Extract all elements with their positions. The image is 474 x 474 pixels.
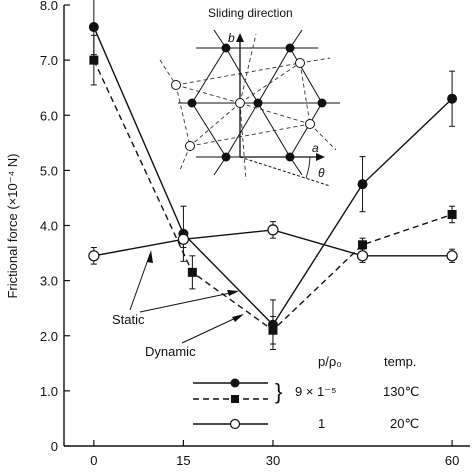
data-point	[447, 209, 457, 219]
y-tick-label: 0	[51, 439, 58, 454]
lattice-inset: Sliding direction	[159, 6, 340, 187]
static-pointer-2-head	[227, 290, 239, 296]
y-tick-label: 4.0	[40, 219, 58, 234]
legend-header-temp: temp.	[384, 354, 417, 369]
data-point	[268, 325, 278, 335]
y-tick-label: 6.0	[40, 108, 58, 123]
series-open-circle	[88, 221, 458, 265]
legend-header-ratio: p/ρ₀	[318, 354, 342, 369]
inset-axis-b-label: b	[228, 31, 235, 45]
x-ticks: 0 15 30 60	[90, 440, 459, 468]
static-pointer-1-head	[147, 250, 153, 263]
y-tick-label: 1.0	[40, 384, 58, 399]
dynamic-pointer-head	[232, 314, 244, 322]
series-filled-square	[89, 34, 457, 345]
legend-marker-filled-square	[231, 395, 239, 403]
legend-marker-open-circle	[229, 418, 241, 430]
y-tick-label: 3.0	[40, 274, 58, 289]
y-ticks: 0 1.0 2.0 3.0 4.0 5.0 6.0 7.0 8.0	[40, 0, 70, 454]
inset-axis-a-label: a	[312, 141, 319, 155]
inset-arrow-a	[316, 153, 325, 161]
static-pointer-1	[129, 253, 151, 311]
inset-angle-label: θ	[318, 166, 325, 180]
legend-brace: }	[275, 379, 282, 404]
legend: p/ρ₀ temp. } 9 × 1⁻⁵ 130℃ 1 20℃	[193, 354, 419, 431]
inset-arrow-b	[236, 33, 244, 42]
legend-row1-ratio: 9 × 1⁻⁵	[295, 384, 337, 399]
annotation-dynamic: Dynamic	[145, 344, 196, 359]
series-line	[93, 26, 453, 326]
legend-marker-filled-circle	[230, 378, 240, 388]
static-pointer-2	[139, 291, 236, 313]
y-tick-label: 2.0	[40, 329, 58, 344]
y-tick-label: 7.0	[40, 53, 58, 68]
annotations: Static Dynamic	[112, 250, 244, 359]
dynamic-pointer	[181, 315, 241, 344]
data-point	[267, 224, 279, 236]
annotation-static: Static	[112, 312, 145, 327]
data-point	[177, 233, 190, 245]
y-tick-label: 5.0	[40, 163, 58, 178]
data-point	[357, 179, 368, 190]
series-layer	[88, 0, 458, 351]
inset-angle-arc	[305, 156, 311, 179]
data-point	[187, 267, 197, 277]
y-tick-label: 8.0	[40, 0, 58, 13]
y-axis-label: Frictional force (×10⁻⁴ N)	[5, 153, 20, 298]
data-point	[88, 22, 99, 33]
data-point	[356, 250, 369, 262]
inset-title: Sliding direction	[208, 6, 293, 20]
inset-sliding-dir	[239, 156, 331, 187]
x-tick-label: 30	[266, 453, 280, 468]
data-point	[89, 55, 99, 65]
data-point	[358, 240, 368, 250]
legend-row2-ratio: 1	[318, 416, 325, 431]
x-tick-label: 15	[176, 453, 190, 468]
series-line	[93, 59, 453, 332]
x-tick-label: 0	[90, 453, 97, 468]
lattice-dashed-lines	[159, 33, 337, 181]
legend-row2-temp: 20℃	[390, 416, 419, 431]
lattice-atoms	[171, 43, 327, 162]
x-tick-label: 60	[445, 453, 459, 468]
series-filled-circle	[88, 0, 458, 351]
data-point	[88, 250, 100, 262]
data-point	[446, 250, 458, 262]
data-point	[447, 93, 458, 104]
legend-row1-temp: 130℃	[383, 384, 419, 399]
